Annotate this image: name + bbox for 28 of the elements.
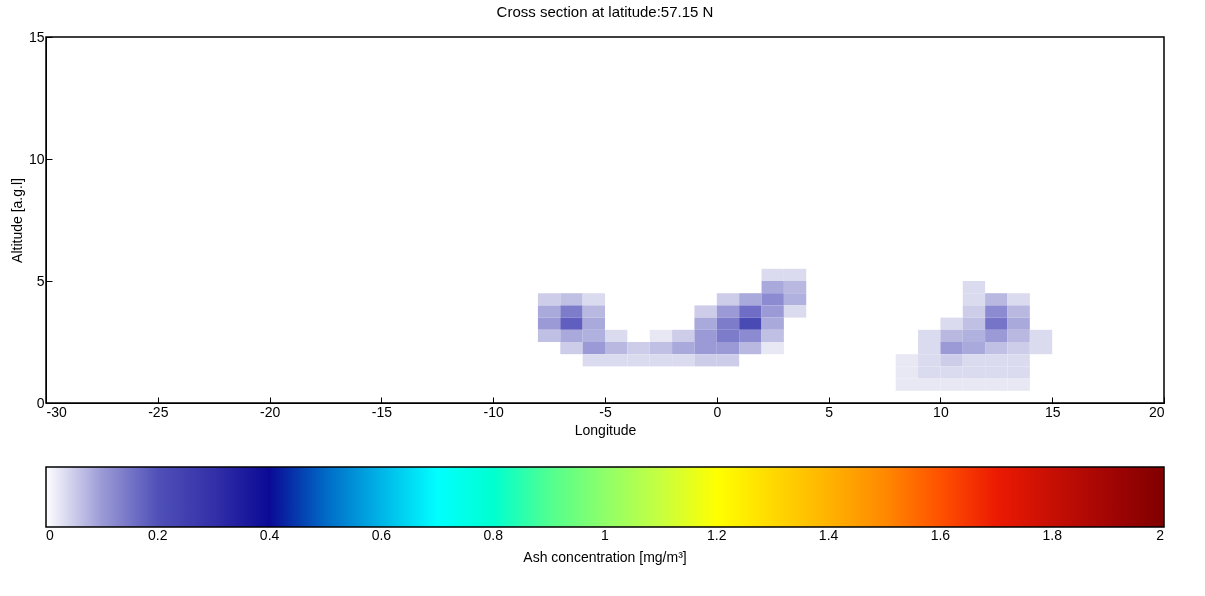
x-tick-label: -25 xyxy=(148,403,169,420)
x-axis-title: Longitude xyxy=(574,421,637,438)
x-tick-label: -20 xyxy=(259,403,281,420)
color-bar-label: 1 xyxy=(601,527,610,543)
y-tick-label: 5 xyxy=(36,272,45,289)
color-bar-label: 0.6 xyxy=(371,527,392,543)
x-tick-label: 20 xyxy=(1148,403,1165,420)
x-tick-label: 10 xyxy=(933,403,949,420)
x-tick-label: 0 xyxy=(713,403,722,420)
x-tick-label: 15 xyxy=(1044,403,1061,420)
x-tick-label: -15 xyxy=(371,403,393,420)
y-tick-label: 15 xyxy=(28,28,45,45)
color-bar-label: 2 xyxy=(1156,527,1165,543)
color-bar-label: 1.8 xyxy=(1042,527,1063,543)
chart-title: Cross section at latitude:57.15 N xyxy=(496,3,714,20)
color-bar-label: 0.4 xyxy=(259,527,280,543)
x-tick-label: -10 xyxy=(483,403,505,420)
x-tick-label: -5 xyxy=(599,403,612,420)
y-axis-title: Altitude [a.g.l] xyxy=(8,178,25,263)
x-tick-label: 5 xyxy=(825,403,834,420)
x-tick-label: -30 xyxy=(46,403,67,420)
color-bar-label: 1.2 xyxy=(707,527,727,543)
y-tick-label: 10 xyxy=(28,150,45,167)
color-bar-label: 1.4 xyxy=(818,527,839,543)
color-bar-label: 0.8 xyxy=(483,527,504,543)
color-bar-label: 1.6 xyxy=(930,527,951,543)
color-bar-label: 0.2 xyxy=(148,527,168,543)
color-bar-title: Ash concentration [mg/m³] xyxy=(523,549,687,565)
